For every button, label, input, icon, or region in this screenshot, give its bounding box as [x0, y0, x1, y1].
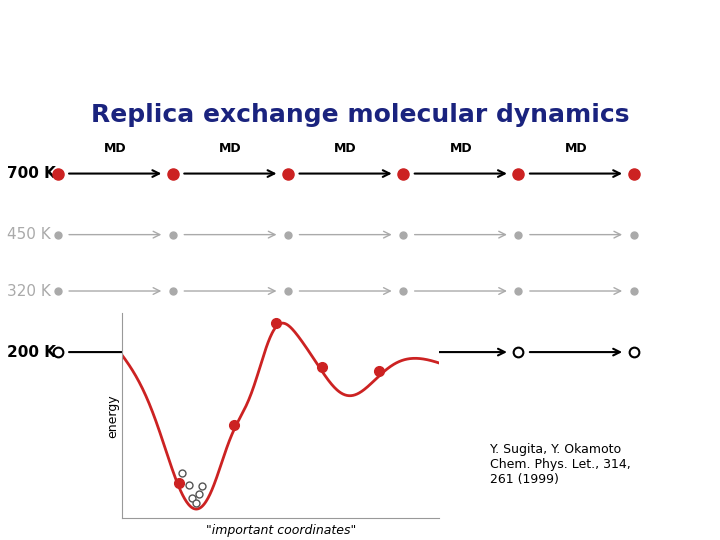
Text: MD: MD — [449, 142, 472, 155]
Text: MD: MD — [564, 142, 588, 155]
Text: MD: MD — [104, 142, 127, 155]
Text: 200 K: 200 K — [7, 345, 56, 360]
Text: TEMPLE: TEMPLE — [61, 10, 147, 29]
Text: Y. Sugita, Y. Okamoto
Chem. Phys. Let., 314,
261 (1999): Y. Sugita, Y. Okamoto Chem. Phys. Let., … — [490, 443, 630, 486]
Text: T: T — [22, 16, 45, 47]
Text: UNIVERSITY®: UNIVERSITY® — [62, 41, 120, 50]
X-axis label: "important coordinates": "important coordinates" — [206, 524, 356, 537]
Text: 700 K: 700 K — [7, 166, 56, 181]
Text: Replica exchange molecular dynamics: Replica exchange molecular dynamics — [91, 103, 629, 127]
Text: 320 K: 320 K — [7, 284, 51, 299]
Text: MD: MD — [219, 142, 242, 155]
Text: MD: MD — [334, 142, 357, 155]
Y-axis label: energy: energy — [107, 394, 120, 437]
Text: 450 K: 450 K — [7, 227, 51, 242]
